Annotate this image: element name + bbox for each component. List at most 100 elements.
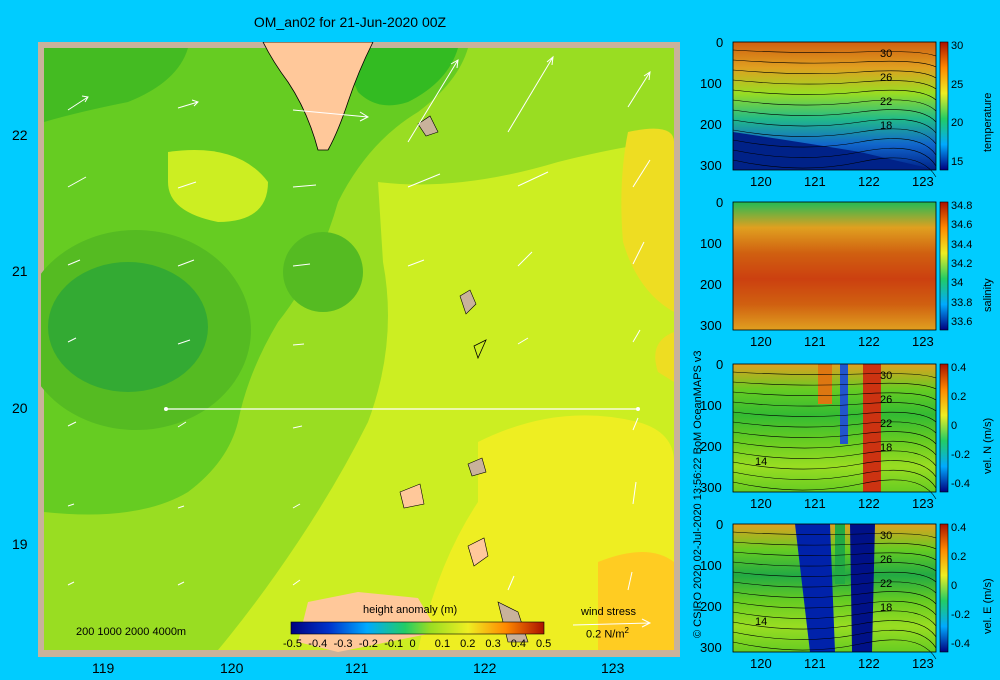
colorbar-tick: 34 <box>951 277 964 290</box>
lon-tick: 121 <box>804 656 826 671</box>
lon-tick: 123 <box>912 496 934 511</box>
lon-tick: 121 <box>345 660 369 676</box>
section-colorbar <box>939 523 949 653</box>
depth-tick: 200 <box>700 277 722 292</box>
depth-tick: 100 <box>700 236 722 251</box>
colorbar-tick: -0.2 <box>951 449 970 461</box>
depth-tick: 100 <box>700 558 722 573</box>
contour-label: 26 <box>880 72 893 84</box>
lon-tick: 123 <box>912 174 934 189</box>
lon-tick: 121 <box>804 334 826 349</box>
depth-tick: 200 <box>700 599 722 614</box>
depth-tick: 300 <box>700 480 722 495</box>
lat-tick: 22 <box>12 127 28 143</box>
colorbar-tick: 25 <box>951 78 964 91</box>
wind-scale: 0.2 N/m2 <box>586 626 629 641</box>
colorbar-tick: 33.8 <box>951 296 973 309</box>
contour-label: 30 <box>880 48 893 60</box>
depth-tick: 0 <box>716 517 724 532</box>
colorbar-tick: 0 <box>951 420 958 432</box>
colorbar-tick: 34.2 <box>951 258 973 270</box>
colorbar-tick: 34.6 <box>951 219 973 232</box>
lon-tick: 120 <box>750 334 772 349</box>
wind-arrows <box>67 55 651 591</box>
height-colorbar <box>290 621 545 635</box>
depth-tick: 200 <box>700 439 722 454</box>
depth-tick: 0 <box>716 35 724 50</box>
colorbar-tick: 0 <box>951 580 958 592</box>
colorbar-tick: 0.3 <box>485 638 501 650</box>
lon-tick: 120 <box>750 496 772 511</box>
contour-label: 22 <box>880 418 893 430</box>
colorbar-tick: 0.5 <box>536 638 552 650</box>
height-anomaly-map[interactable]: height anomaly (m) 200 1000 2000 4000m w… <box>38 42 680 657</box>
lon-tick: 121 <box>804 174 826 189</box>
wind-scale-arrow <box>572 618 652 628</box>
colorbar-tick: 0.4 <box>510 638 526 650</box>
lon-tick: 120 <box>750 656 772 671</box>
depth-tick: 0 <box>716 357 724 372</box>
field-yellow-right <box>621 128 674 312</box>
lon-tick: 122 <box>473 660 497 676</box>
depth-tick: 300 <box>700 318 722 333</box>
depth-scale: 200 1000 2000 4000m <box>76 626 187 638</box>
section-label: temperature <box>982 92 994 152</box>
lon-tick: 120 <box>750 174 772 189</box>
section-panel-salinity[interactable] <box>700 201 1000 352</box>
colorbar-tick: 33.6 <box>951 316 973 328</box>
lon-tick: 119 <box>92 660 115 676</box>
section-label: vel. N (m/s) <box>982 417 994 474</box>
lon-tick: 121 <box>804 496 826 511</box>
lon-tick: 123 <box>601 660 625 676</box>
depth-tick: 0 <box>716 195 724 210</box>
contour-label: 26 <box>880 394 893 406</box>
colorbar-tick: -0.4 <box>951 478 970 490</box>
colorbar-tick: -0.1 <box>384 638 404 650</box>
colorbar-tick: 30 <box>951 40 964 52</box>
colorbar-tick: 0.2 <box>951 551 967 563</box>
colorbar-title: height anomaly (m) <box>363 604 458 616</box>
colorbar-tick: 20 <box>951 117 964 130</box>
section-field <box>733 524 936 652</box>
colorbar-tick: -0.2 <box>358 638 378 650</box>
colorbar-tick: 0.4 <box>951 362 967 374</box>
depth-tick: 300 <box>700 158 722 173</box>
colorbar-tick: -0.4 <box>308 638 328 650</box>
section-field <box>733 202 936 330</box>
lat-tick: 19 <box>12 536 28 552</box>
colorbar-tick: -0.2 <box>951 609 970 621</box>
lon-tick: 120 <box>220 660 244 676</box>
colorbar-tick: 34.4 <box>951 238 973 251</box>
map-title: OM_an02 for 21-Jun-2020 00Z <box>253 14 447 30</box>
contour-label: 18 <box>880 602 893 614</box>
depth-tick: 300 <box>700 640 722 655</box>
section-panel-vel-n[interactable] <box>700 363 1000 514</box>
map-canvas <box>38 42 680 657</box>
section-colorbar <box>939 201 949 331</box>
colorbar-tick: 0.1 <box>434 638 451 650</box>
field-orange <box>598 552 674 650</box>
lat-tick: 20 <box>12 400 28 416</box>
contour-label: 18 <box>880 120 893 132</box>
wind-label: wind stress <box>581 606 637 618</box>
blob-green <box>283 232 363 312</box>
colorbar-tick: 0.2 <box>951 391 967 403</box>
lon-tick: 122 <box>858 174 880 189</box>
colorbar-tick: -0.4 <box>951 638 970 650</box>
section-colorbar <box>939 363 949 493</box>
section-label: salinity <box>982 278 994 312</box>
colorbar-tick: 0 <box>409 638 416 650</box>
field-dark-top2 <box>338 48 458 106</box>
section-field <box>733 364 936 492</box>
eddy-inner <box>48 262 208 392</box>
section-panel-vel-e[interactable] <box>700 523 1000 674</box>
lon-tick: 123 <box>912 334 934 349</box>
section-panel-temperature[interactable] <box>700 41 1000 192</box>
contour-label: 22 <box>880 578 893 590</box>
depth-tick: 100 <box>700 76 722 91</box>
colorbar-tick: -0.3 <box>333 638 353 650</box>
lon-tick: 123 <box>912 656 934 671</box>
contour-label: 30 <box>880 530 893 542</box>
contour-label: 26 <box>880 554 893 566</box>
colorbar-tick: 0.2 <box>460 638 476 650</box>
